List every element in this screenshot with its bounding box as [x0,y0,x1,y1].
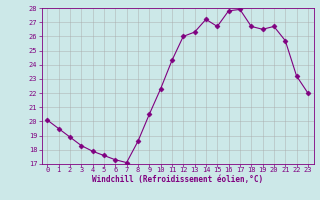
X-axis label: Windchill (Refroidissement éolien,°C): Windchill (Refroidissement éolien,°C) [92,175,263,184]
